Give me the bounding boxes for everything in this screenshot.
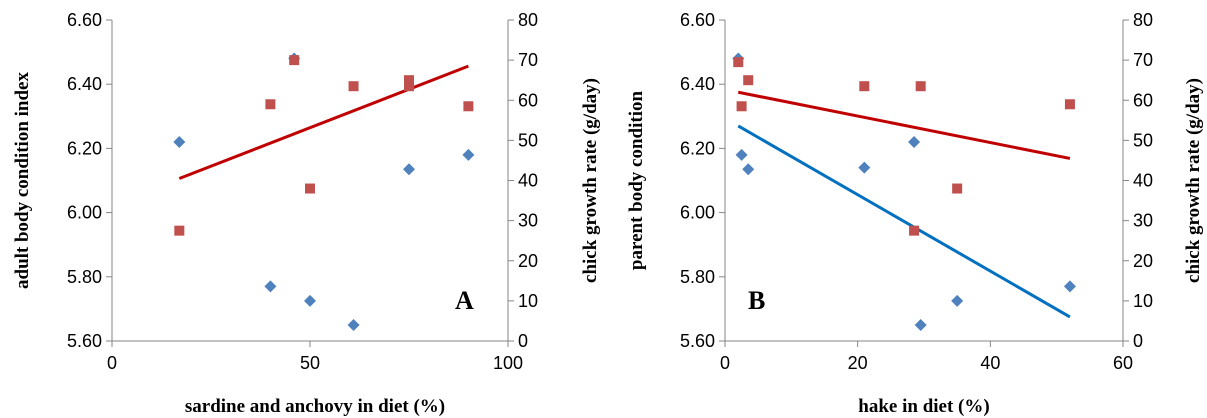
chart-b-point-chick-growth — [1064, 99, 1075, 110]
chart-b-point-chick-growth — [859, 81, 870, 92]
chart-a-point-body-condition — [403, 163, 415, 176]
chart-b-y-axis-title: parent body condition — [626, 91, 647, 271]
chart-b-y-tick-label: 6.00 — [680, 203, 715, 223]
chart-b-y-tick-label: 6.40 — [680, 74, 715, 94]
chart-b-y-tick-label: 6.60 — [680, 10, 715, 30]
chart-a-y2-axis-title: chick growth rate (g/day) — [580, 78, 601, 283]
chart-a-point-chick-growth — [348, 81, 359, 92]
chart-a-y-tick-label: 5.60 — [67, 331, 102, 351]
chart-b-point-body-condition — [735, 148, 748, 161]
chart-a-y-tick-label: 6.60 — [67, 10, 102, 30]
chart-a-x-tick-label: 50 — [300, 353, 320, 373]
chart-a-point-chick-growth — [404, 75, 414, 86]
chart-b-x-tick-label: 20 — [848, 353, 868, 373]
chart-b-x-axis-title: hake in diet (%) — [858, 396, 989, 417]
chart-a-y2-tick-label: 10 — [518, 291, 538, 311]
chart-b-y2-tick-label: 0 — [1133, 331, 1143, 351]
chart-a-point-chick-growth — [463, 101, 474, 112]
chart-a-panel-label: A — [455, 286, 474, 315]
chart-b-point-body-condition — [742, 163, 755, 176]
chart-a-point-body-condition — [347, 318, 360, 331]
chart-b-panel-label: B — [748, 286, 765, 315]
chart-b-y-tick-label: 5.80 — [680, 267, 715, 287]
chart-a: 5.60 5.80 6.00 6.20 6.40 6.60 0 10 20 30 40 50 60 70 8… — [12, 10, 601, 417]
chart-a-y-axis-title: adult body condition index — [12, 72, 33, 289]
chart-b-y2-tick-label: 80 — [1133, 10, 1153, 30]
chart-b-point-body-condition — [908, 135, 921, 148]
chart-a-x-tick-label: 0 — [107, 353, 117, 373]
chart-a-point-body-condition — [173, 135, 186, 148]
chart-b-y2-tick-label: 30 — [1133, 211, 1153, 231]
chart-b-y2-tick-label: 70 — [1133, 50, 1153, 70]
chart-a-y2-tick-label: 70 — [518, 50, 538, 70]
chart-a-trendline-chick-growth — [178, 64, 469, 180]
chart-a-y2-tick-label: 50 — [518, 130, 538, 150]
chart-a-x-axis-title: sardine and anchovy in diet (%) — [185, 396, 445, 417]
chart-b-y2-tick-label: 20 — [1133, 251, 1153, 271]
chart-b-point-body-condition — [951, 294, 964, 307]
chart-a-y2-tick-label: 40 — [518, 171, 538, 191]
chart-a-y-tick-label: 6.00 — [67, 203, 102, 223]
chart-a-y2-tick-label: 60 — [518, 90, 538, 110]
chart-b-y2-tick-label: 10 — [1133, 291, 1153, 311]
chart-b-point-body-condition — [1063, 280, 1076, 293]
chart-b-y2-tick-label: 60 — [1133, 90, 1153, 110]
chart-a-point-body-condition — [462, 148, 475, 161]
chart-b: 5.60 5.80 6.00 6.20 6.40 6.60 0 10 20 30 40 50 60 70 8… — [626, 10, 1204, 417]
chart-b-point-chick-growth — [909, 225, 920, 236]
chart-a-point-chick-growth — [174, 225, 185, 236]
chart-b-x-tick-label: 60 — [1113, 353, 1133, 373]
chart-a-y2-tick-label: 20 — [518, 251, 538, 271]
chart-b-point-body-condition — [858, 161, 871, 174]
chart-b-y2-tick-label: 40 — [1133, 171, 1153, 191]
chart-b-x-tick-label: 40 — [980, 353, 1000, 373]
chart-b-point-chick-growth — [743, 75, 754, 86]
chart-a-point-chick-growth — [265, 99, 276, 110]
chart-a-point-body-condition — [304, 294, 316, 307]
chart-a-point-chick-growth — [289, 55, 300, 66]
chart-b-point-chick-growth — [733, 57, 744, 68]
chart-b-y-tick-label: 5.60 — [680, 331, 715, 351]
chart-a-y-tick-label: 6.40 — [67, 74, 102, 94]
chart-b-point-body-condition — [914, 318, 927, 331]
chart-a-y2-tick-label: 30 — [518, 211, 538, 231]
chart-b-y2-axis-title: chick growth rate (g/day) — [1183, 78, 1204, 283]
chart-a-y2-tick-label: 0 — [518, 331, 528, 351]
chart-b-trendline-body-condition — [737, 124, 1071, 319]
chart-a-y-tick-label: 6.20 — [67, 138, 102, 158]
chart-b-y2-tick-label: 50 — [1133, 130, 1153, 150]
chart-b-y-tick-label: 6.20 — [680, 138, 715, 158]
chart-b-trendline-chick-growth — [737, 90, 1071, 160]
chart-b-point-chick-growth — [952, 183, 963, 194]
chart-a-y-tick-label: 5.80 — [67, 267, 102, 287]
chart-a-y2-tick-label: 80 — [518, 10, 538, 30]
chart-a-point-chick-growth — [305, 183, 315, 194]
chart-b-point-chick-growth — [736, 101, 747, 112]
chart-a-point-chick-growth — [404, 81, 414, 92]
chart-b-point-chick-growth — [915, 81, 926, 92]
chart-a-point-body-condition — [264, 280, 277, 293]
chart-a-x-tick-label: 100 — [493, 353, 523, 373]
chart-b-x-tick-label: 0 — [720, 353, 730, 373]
